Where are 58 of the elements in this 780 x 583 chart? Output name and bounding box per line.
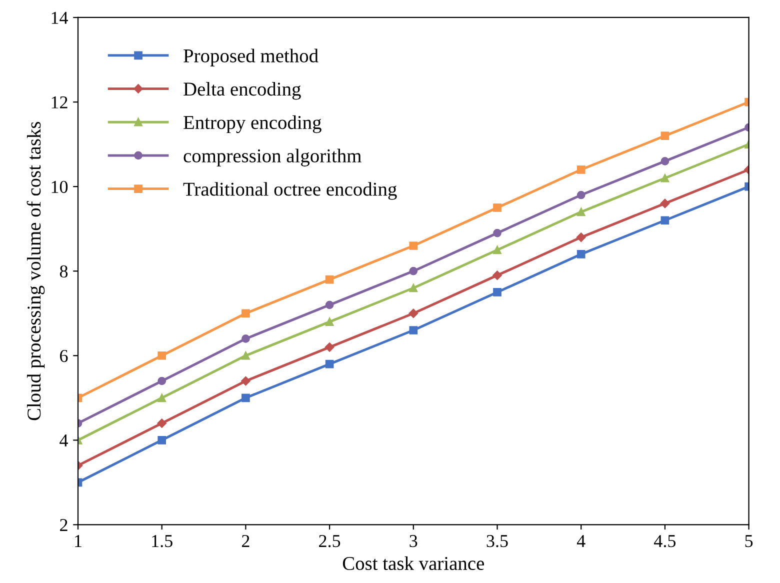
point — [325, 300, 334, 310]
point — [158, 351, 166, 360]
x-tick-label: 2.5 — [319, 534, 340, 548]
point — [408, 308, 418, 318]
y-tick-label: 6 — [60, 350, 68, 362]
point — [493, 204, 502, 212]
y-tick-label: 2 — [60, 519, 68, 531]
point — [325, 318, 334, 326]
x-tick-label: 4.5 — [654, 535, 676, 548]
point — [158, 436, 166, 444]
x-tick-label: 1.5 — [152, 535, 172, 548]
y-axis-title: Cloud processing volume of cost tasks — [26, 122, 45, 420]
point — [409, 266, 418, 276]
point — [493, 246, 502, 254]
legend-label: Traditional octree encoding — [183, 182, 397, 200]
point — [242, 334, 250, 343]
x-axis-title: Cost task variance — [342, 556, 484, 570]
point — [492, 270, 502, 280]
point — [157, 418, 166, 428]
point — [409, 326, 418, 334]
point — [576, 165, 586, 174]
point — [660, 157, 670, 166]
point — [493, 228, 502, 238]
legend-label: Delta encoding — [184, 82, 301, 100]
point — [576, 208, 586, 216]
point — [242, 394, 250, 402]
y-tick-label: 10 — [52, 180, 68, 193]
y-tick-label: 12 — [52, 96, 68, 108]
point — [158, 394, 166, 402]
point — [660, 132, 670, 140]
point — [241, 376, 250, 386]
x-tick-label: 3 — [410, 534, 418, 548]
y-tick-label: 14 — [52, 12, 68, 24]
point — [576, 250, 586, 258]
x-tick-label: 3.5 — [486, 534, 508, 548]
point — [576, 190, 586, 200]
x-tick-label: 4 — [576, 535, 586, 547]
point — [660, 216, 670, 225]
point — [660, 174, 670, 182]
point — [409, 284, 418, 292]
legend-label: Proposed method — [184, 48, 318, 66]
point — [576, 232, 586, 242]
point — [158, 376, 166, 386]
x-tick-label: 1 — [75, 535, 82, 547]
legend-label: Entropy encoding — [184, 115, 322, 134]
y-tick-label: 4 — [60, 434, 68, 446]
legend-label: compression algorithm — [184, 148, 362, 166]
point — [242, 351, 250, 360]
point — [409, 242, 418, 250]
x-tick-label: 5 — [745, 535, 753, 548]
point — [325, 275, 334, 284]
point — [242, 309, 250, 318]
point — [325, 360, 334, 368]
point — [660, 198, 670, 208]
x-tick-label: 2 — [242, 534, 250, 547]
y-tick-label: 8 — [60, 265, 68, 278]
point — [493, 288, 502, 296]
point — [324, 342, 334, 352]
